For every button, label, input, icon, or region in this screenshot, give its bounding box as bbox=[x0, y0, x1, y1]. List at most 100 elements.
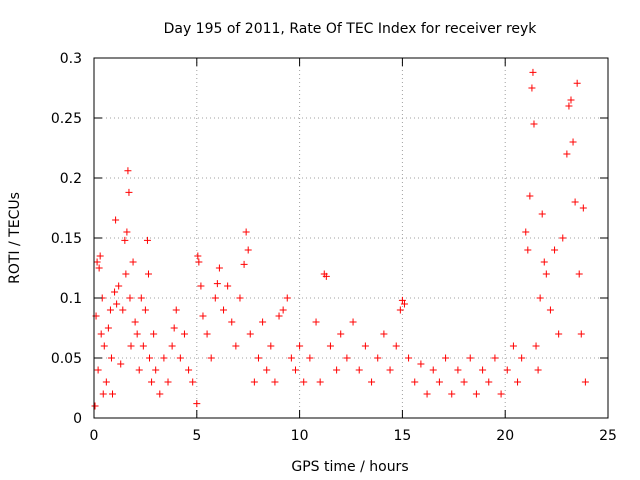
data-point bbox=[137, 294, 145, 302]
data-point bbox=[96, 252, 104, 260]
data-point bbox=[565, 102, 573, 110]
data-point bbox=[485, 378, 493, 386]
data-point bbox=[246, 330, 254, 338]
data-point bbox=[125, 188, 133, 196]
data-point bbox=[386, 366, 394, 374]
data-point bbox=[417, 360, 425, 368]
data-point bbox=[195, 258, 203, 266]
data-point bbox=[411, 378, 419, 386]
data-point bbox=[326, 342, 334, 350]
data-point bbox=[536, 294, 544, 302]
data-point bbox=[300, 378, 308, 386]
data-point bbox=[312, 318, 320, 326]
data-point bbox=[567, 96, 575, 104]
data-point bbox=[117, 360, 125, 368]
data-point bbox=[472, 390, 480, 398]
data-point bbox=[526, 192, 534, 200]
data-point bbox=[491, 354, 499, 362]
data-point bbox=[170, 324, 178, 332]
data-point bbox=[479, 366, 487, 374]
data-point bbox=[579, 204, 587, 212]
x-tick-label: 25 bbox=[599, 428, 617, 444]
data-point bbox=[563, 150, 571, 158]
data-point bbox=[124, 167, 132, 175]
data-point bbox=[267, 342, 275, 350]
data-point bbox=[571, 198, 579, 206]
data-point bbox=[146, 354, 154, 362]
data-point bbox=[296, 342, 304, 350]
data-point bbox=[555, 330, 563, 338]
data-point bbox=[573, 79, 581, 87]
data-point bbox=[577, 330, 585, 338]
data-point bbox=[122, 270, 130, 278]
data-point bbox=[172, 306, 180, 314]
data-point bbox=[380, 330, 388, 338]
chart-title: Day 195 of 2011, Rate Of TEC Index for r… bbox=[164, 21, 538, 37]
data-point bbox=[551, 246, 559, 254]
data-point bbox=[575, 270, 583, 278]
data-point bbox=[271, 378, 279, 386]
data-point bbox=[211, 294, 219, 302]
data-point bbox=[509, 342, 517, 350]
data-point bbox=[581, 378, 589, 386]
y-tick-label: 0.1 bbox=[60, 291, 82, 307]
data-point bbox=[316, 378, 324, 386]
x-tick-label: 20 bbox=[496, 428, 514, 444]
data-point bbox=[121, 236, 129, 244]
x-tick-label: 10 bbox=[291, 428, 309, 444]
y-tick-label: 0.2 bbox=[60, 171, 82, 187]
data-point bbox=[244, 246, 252, 254]
data-point bbox=[160, 354, 168, 362]
data-point bbox=[93, 258, 101, 266]
data-point bbox=[250, 378, 258, 386]
data-point bbox=[107, 354, 115, 362]
data-point bbox=[152, 366, 160, 374]
data-point bbox=[396, 306, 404, 314]
data-point bbox=[349, 318, 357, 326]
data-point bbox=[400, 300, 408, 308]
data-point bbox=[203, 330, 211, 338]
data-point bbox=[398, 296, 406, 304]
data-point bbox=[91, 402, 99, 410]
data-point bbox=[215, 264, 223, 272]
data-point bbox=[263, 366, 271, 374]
data-point bbox=[189, 378, 197, 386]
y-tick-label: 0 bbox=[73, 411, 82, 427]
data-point bbox=[148, 378, 156, 386]
data-point bbox=[532, 342, 540, 350]
axis-ticks bbox=[93, 57, 609, 419]
data-point bbox=[168, 342, 176, 350]
data-point bbox=[99, 390, 107, 398]
data-point bbox=[242, 228, 250, 236]
data-point bbox=[392, 342, 400, 350]
data-point bbox=[224, 282, 232, 290]
data-point bbox=[514, 378, 522, 386]
data-point bbox=[374, 354, 382, 362]
data-point bbox=[454, 366, 462, 374]
data-point bbox=[144, 270, 152, 278]
data-point bbox=[333, 366, 341, 374]
grid-lines bbox=[94, 58, 608, 418]
data-point bbox=[361, 342, 369, 350]
y-tick-label: 0.15 bbox=[51, 231, 82, 247]
data-point bbox=[322, 272, 330, 280]
data-point bbox=[150, 330, 158, 338]
x-tick-label: 15 bbox=[393, 428, 411, 444]
data-point bbox=[423, 390, 431, 398]
data-point bbox=[522, 228, 530, 236]
data-point bbox=[185, 366, 193, 374]
data-point bbox=[528, 84, 536, 92]
data-point bbox=[133, 330, 141, 338]
x-tick-labels: 0 5 10 15 20 25 bbox=[90, 428, 617, 444]
y-tick-label: 0.25 bbox=[51, 111, 82, 127]
y-tick-labels: 0 0.05 0.1 0.15 0.2 0.25 0.3 bbox=[51, 51, 82, 427]
data-point bbox=[435, 378, 443, 386]
data-point bbox=[259, 318, 267, 326]
data-point bbox=[164, 378, 172, 386]
data-point bbox=[156, 390, 164, 398]
data-point bbox=[193, 400, 201, 408]
data-point bbox=[569, 138, 577, 146]
data-point bbox=[524, 246, 532, 254]
x-tick-label: 0 bbox=[90, 428, 99, 444]
